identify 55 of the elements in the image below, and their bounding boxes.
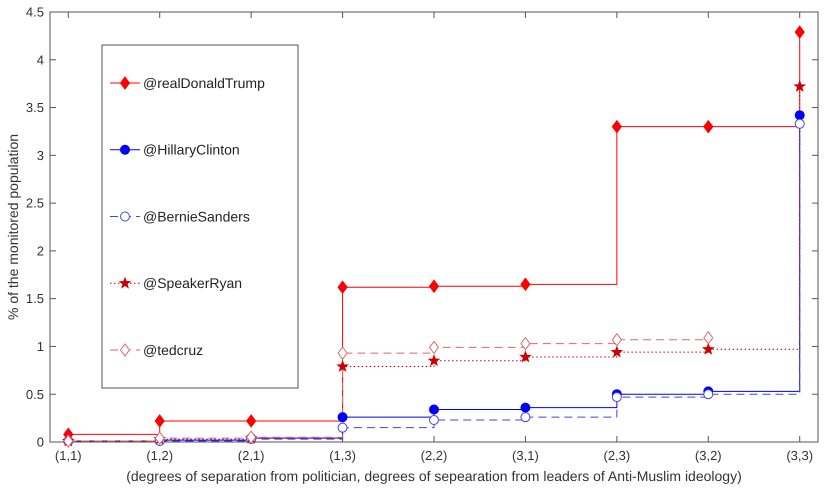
point (338, 346, 348, 360)
legend-label: @realDonaldTrump (143, 74, 266, 91)
point (520, 351, 532, 362)
legend-label: @SpeakerRyan (143, 275, 242, 292)
point (429, 415, 439, 426)
y-tick-label: 2.5 (26, 196, 44, 211)
point (520, 337, 530, 350)
x-tick-label: (3,1) (512, 448, 539, 463)
point (336, 360, 348, 372)
point (794, 110, 805, 120)
point (154, 414, 165, 428)
point (338, 412, 348, 422)
y-tick-label: 3 (36, 148, 44, 163)
y-tick-label: 3.5 (26, 100, 44, 116)
y-tick-label: 1 (36, 338, 44, 354)
point (520, 402, 530, 413)
x-tick-label: (3,2) (694, 448, 722, 463)
y-tick-label: 2 (36, 243, 44, 258)
point (611, 346, 622, 358)
point (429, 340, 439, 354)
x-tick-label: (3,3) (786, 448, 814, 463)
point (429, 280, 439, 293)
legend-label: @HillaryClinton (143, 142, 240, 158)
y-tick-label: 1.5 (26, 291, 44, 306)
point (612, 392, 622, 402)
point (794, 26, 805, 39)
point (612, 120, 622, 134)
x-tick-label: (1,2) (146, 448, 174, 463)
legend-label: @BernieSanders (143, 208, 250, 224)
point (703, 331, 714, 344)
point (429, 404, 439, 415)
point (338, 422, 348, 433)
x-tick-label: (1,1) (54, 448, 82, 463)
x-tick-label: (1,3) (329, 448, 356, 463)
point (612, 333, 622, 346)
point (702, 343, 714, 354)
point (520, 278, 530, 291)
point (520, 412, 530, 422)
point (428, 354, 440, 366)
y-tick-label: 4.5 (26, 4, 44, 20)
point (338, 280, 348, 294)
x-tick-label: (2,3) (603, 448, 630, 463)
x-axis-title: (degrees of separation from politician, degrees of sepearation from leaders of Anti-Muslim ideology) (126, 468, 742, 484)
legend-label: @tedcruz (143, 342, 204, 358)
x-tick-label: (2,1) (238, 448, 265, 463)
point (703, 389, 714, 400)
point (703, 120, 714, 134)
y-tick-label: 0 (36, 434, 44, 450)
y-axis-title: % of the monitored population (5, 134, 21, 320)
x-tick-label: (2,2) (420, 448, 448, 463)
y-tick-label: 4 (36, 52, 44, 68)
point (794, 80, 806, 92)
y-tick-label: 0.5 (26, 386, 44, 402)
point (794, 118, 805, 129)
point (246, 414, 256, 428)
